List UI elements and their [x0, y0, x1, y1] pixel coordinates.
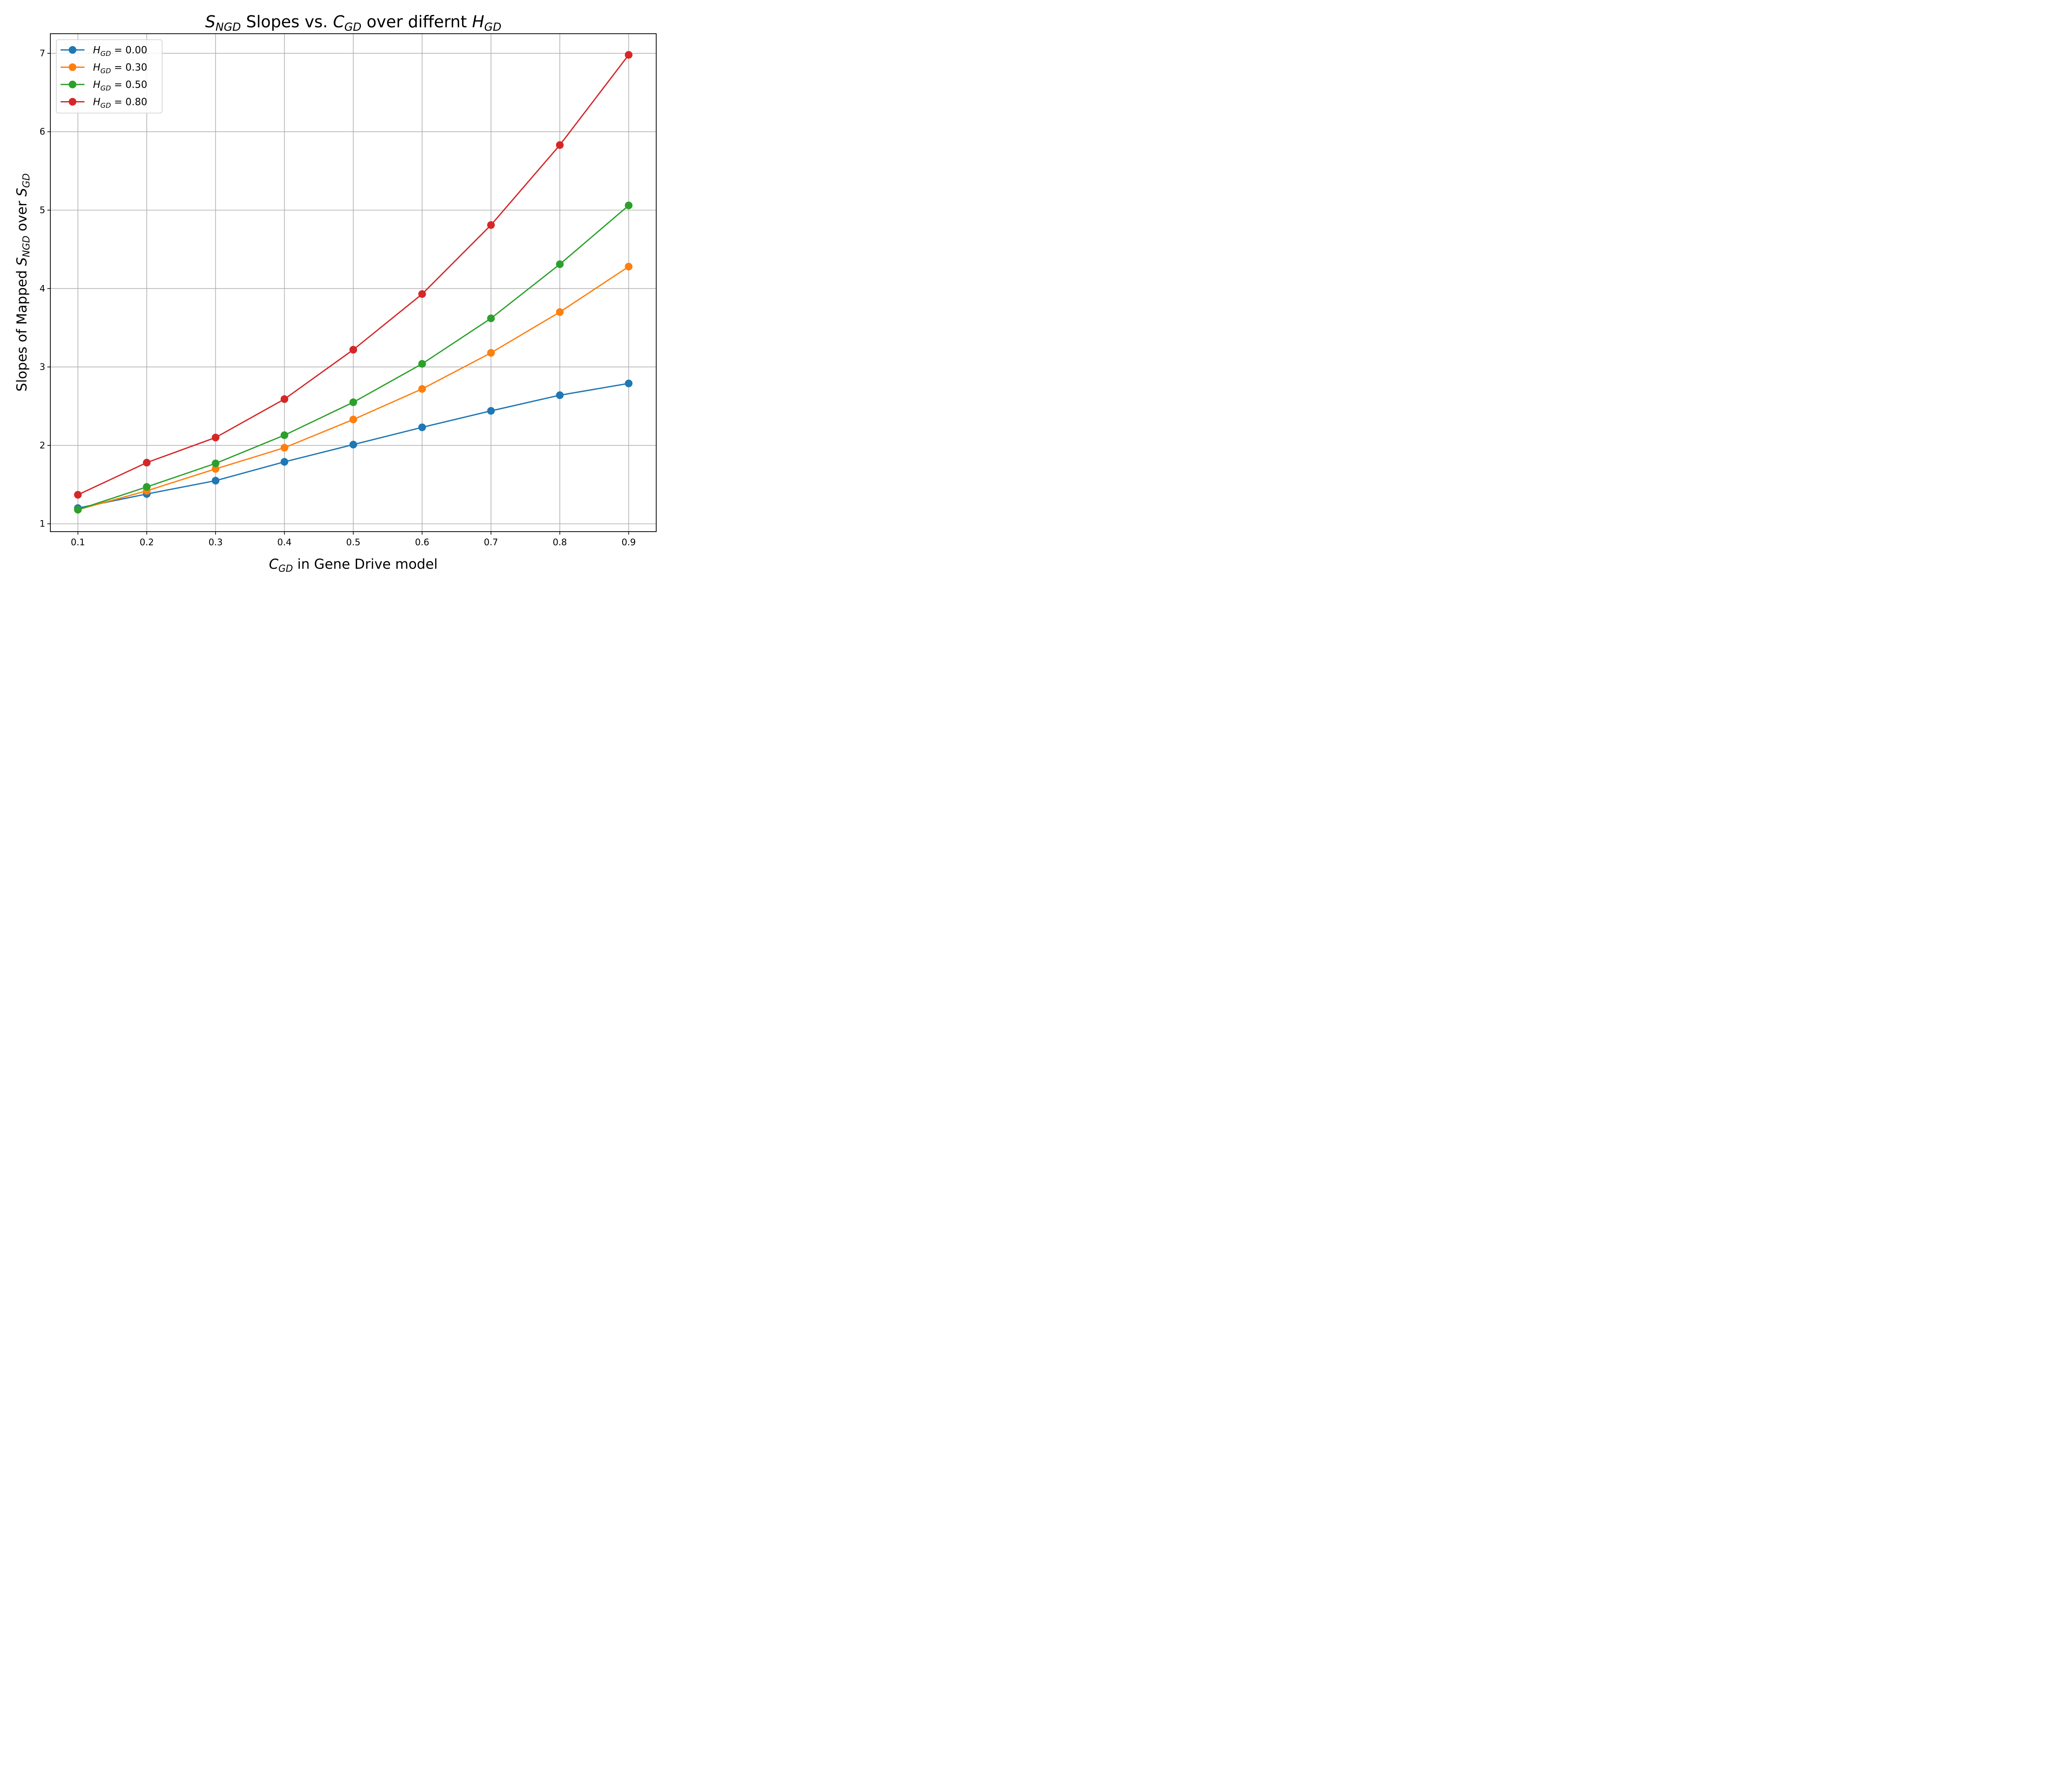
x-tick-label: 0.8 [553, 537, 567, 547]
x-tick-label: 0.6 [415, 537, 429, 547]
data-point [280, 431, 288, 439]
data-point [556, 141, 564, 149]
y-tick-label: 3 [40, 362, 45, 372]
series-0 [74, 379, 633, 512]
legend-label: HGD = 0.30 [93, 62, 147, 75]
series-3 [74, 51, 633, 499]
data-point [556, 308, 564, 316]
y-axis-label: Slopes of Mapped SNGD over SGD [14, 173, 32, 391]
legend-marker [69, 63, 76, 71]
data-point [487, 407, 495, 415]
legend-label: HGD = 0.80 [93, 97, 147, 110]
axes: 0.1 0.2 0.3 0.4 0.5 0.6 0.7 0.8 0.9 1 2 3 4 5 6 7 [40, 33, 657, 547]
data-point [625, 262, 633, 271]
data-point [418, 290, 426, 298]
x-tick-label: 0.4 [277, 537, 291, 547]
x-tick-label: 0.3 [209, 537, 223, 547]
data-point [143, 459, 151, 467]
data-point [212, 477, 220, 485]
legend-item-2: HGD = 0.50 [61, 79, 147, 92]
data-point [418, 423, 426, 431]
data-point [349, 346, 357, 354]
x-tick-label: 0.5 [346, 537, 360, 547]
data-point [625, 51, 633, 59]
legend: HGD = 0.00 HGD = 0.30 HGD = 0.50 HGD = 0.80 [56, 39, 163, 113]
line-chart: SNGD Slopes vs. CGD over differnt HGD 0.… [0, 0, 667, 584]
data-point [212, 465, 220, 473]
y-tick-label: 7 [40, 48, 45, 58]
x-tick-label: 0.9 [622, 537, 636, 547]
data-point [212, 433, 220, 442]
y-tick-label: 6 [40, 127, 45, 137]
series-1 [74, 262, 633, 514]
data-point [625, 379, 633, 387]
grid-lines [50, 34, 656, 532]
data-point [487, 314, 495, 323]
data-point [349, 441, 357, 449]
legend-item-1: HGD = 0.30 [61, 62, 147, 75]
data-point [349, 398, 357, 406]
y-tick-label: 1 [40, 519, 45, 529]
data-point [280, 395, 288, 403]
legend-item-3: HGD = 0.80 [61, 97, 147, 110]
x-tick-label: 0.1 [71, 537, 85, 547]
legend-label: HGD = 0.00 [93, 45, 147, 58]
y-tick-label: 5 [40, 205, 45, 215]
series-2 [74, 201, 633, 514]
y-tick-label: 2 [40, 440, 45, 451]
x-tick-label: 0.7 [484, 537, 498, 547]
x-axis-label: CGD in Gene Drive model [269, 556, 438, 574]
data-point [74, 506, 82, 514]
data-point [143, 483, 151, 491]
data-point [625, 201, 633, 209]
legend-marker [69, 46, 76, 54]
legend-marker [69, 98, 76, 106]
legend-label: HGD = 0.50 [93, 79, 147, 92]
data-point [487, 221, 495, 229]
data-point [280, 444, 288, 452]
data-point [74, 491, 82, 499]
data-point [487, 349, 495, 357]
chart-container: SNGD Slopes vs. CGD over differnt HGD 0.… [0, 0, 667, 584]
data-point [349, 416, 357, 424]
x-tick-label: 0.2 [140, 537, 154, 547]
y-tick-label: 4 [40, 283, 45, 294]
data-series [74, 51, 633, 514]
data-point [418, 385, 426, 393]
data-point [212, 460, 220, 468]
data-point [280, 458, 288, 466]
chart-title: SNGD Slopes vs. CGD over differnt HGD [205, 12, 501, 34]
plot-frame [50, 33, 657, 532]
legend-item-0: HGD = 0.00 [61, 45, 147, 58]
data-point [556, 260, 564, 268]
legend-box [56, 39, 163, 113]
data-point [556, 391, 564, 399]
data-point [418, 360, 426, 368]
legend-marker [69, 81, 76, 88]
